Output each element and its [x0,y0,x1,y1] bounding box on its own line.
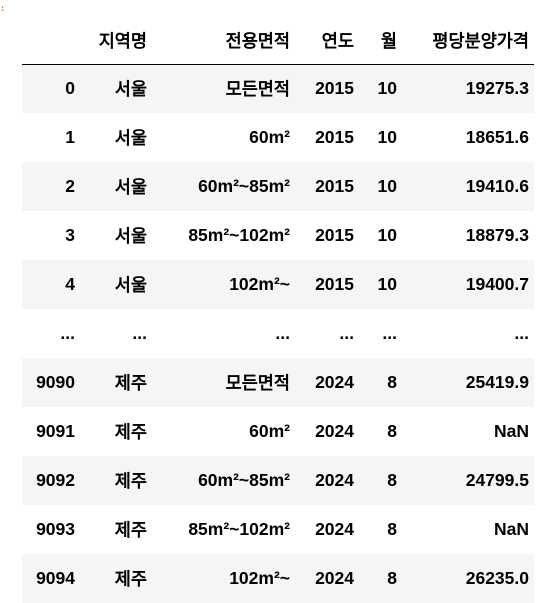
table-row: 9094 제주 102m²~ 2024 8 26235.0 [22,554,534,603]
cell-year: 2024 [315,372,354,392]
cell-year: 2024 [315,568,354,588]
cell-price: 19410.6 [465,176,529,196]
table-row: 4 서울 102m²~ 2015 10 19400.7 [22,260,534,309]
row-index: ... [60,323,75,343]
cell-region: 제주 [114,569,147,589]
cell-price: 19275.3 [465,78,529,99]
row-index: 9093 [36,519,75,539]
cell-year: 2024 [315,421,354,441]
table-row: 9093 제주 85m²~102m² 2024 8 NaN [22,505,534,554]
dataframe-table: 지역명 전용면적 연도 월 평당분양가격 0 서울 모든면적 2015 10 1… [22,17,534,603]
cell-month: 10 [377,176,397,196]
row-index: 3 [65,225,75,245]
cell-year: 2015 [315,127,354,147]
cell-month: 8 [387,470,397,490]
cell-region: 제주 [114,373,147,393]
table-row: 9091 제주 60m² 2024 8 NaN [22,407,534,456]
dataframe-body: 0 서울 모든면적 2015 10 19275.3 1 서울 60m² 2015… [22,64,534,603]
cell-month: 8 [387,421,397,441]
cell-area: 85m²~102m² [188,225,290,245]
column-header-region: 지역명 [98,30,147,51]
cell-price: 18879.3 [465,225,529,245]
cell-year: 2015 [315,225,354,245]
cell-month: 10 [377,78,397,99]
cell-region: 서울 [114,128,147,148]
column-header-month: 월 [380,30,397,51]
cell-price: NaN [493,519,529,539]
table-row: 9092 제주 60m²~85m² 2024 8 24799.5 [22,456,534,505]
cell-area: 102m²~ [229,274,290,294]
table-row: 2 서울 60m²~85m² 2015 10 19410.6 [22,162,534,211]
row-index: 4 [65,274,75,294]
cell-region: ... [132,323,147,343]
cell-area: 60m² [249,127,290,147]
cell-month: 10 [377,225,397,245]
column-header-year: 연도 [321,30,354,51]
table-row: 1 서울 60m² 2015 10 18651.6 [22,113,534,162]
cell-month: 8 [387,372,397,392]
cell-region: 제주 [114,520,147,540]
cell-month: 10 [377,127,397,147]
cell-year: 2015 [315,176,354,196]
column-header-area: 전용면적 [225,30,290,51]
cell-price: NaN [493,421,529,441]
cell-year: ... [339,323,354,343]
table-row: 3 서울 85m²~102m² 2015 10 18879.3 [22,211,534,260]
row-index: 9090 [36,372,75,392]
cell-price: 26235.0 [465,568,529,588]
cell-month: 8 [387,519,397,539]
cell-area: 모든면적 [225,79,290,100]
cell-area: ... [275,323,290,343]
header-row: 지역명 전용면적 연도 월 평당분양가격 [22,17,534,64]
table-row: 0 서울 모든면적 2015 10 19275.3 [22,64,534,113]
cell-month: 10 [377,274,397,294]
cell-price: ... [514,323,529,343]
row-index: 1 [65,127,75,147]
cell-area: 60m²~85m² [198,470,290,490]
cell-price: 18651.6 [465,127,529,147]
cell-region: 서울 [114,275,147,295]
cell-area: 60m² [249,421,290,441]
cell-region: 제주 [114,471,147,491]
dataframe-header: 지역명 전용면적 연도 월 평당분양가격 [22,17,534,64]
column-header-price: 평당분양가격 [432,30,529,51]
row-index: 9094 [36,568,75,588]
cell-year: 2015 [315,78,354,99]
ellipsis-row: ... ... ... ... ... ... [22,309,534,358]
row-index: 9092 [36,470,75,490]
cell-region: 서울 [114,226,147,246]
cell-price: 25419.9 [465,372,529,392]
index-column-header [22,17,80,64]
cell-area: 모든면적 [225,373,290,393]
cell-price: 19400.7 [465,274,529,294]
cell-year: 2015 [315,274,354,294]
cell-area: 85m²~102m² [188,519,290,539]
cell-month: ... [382,323,397,343]
cell-region: 서울 [114,177,147,197]
cell-year: 2024 [315,470,354,490]
row-index: 0 [65,78,75,99]
row-index: 2 [65,176,75,196]
cell-price: 24799.5 [465,470,529,490]
cell-output-marker: : [0,4,6,14]
table-row: 9090 제주 모든면적 2024 8 25419.9 [22,358,534,407]
cell-month: 8 [387,568,397,588]
cell-year: 2024 [315,519,354,539]
row-index: 9091 [36,421,75,441]
cell-region: 서울 [114,79,147,100]
cell-region: 제주 [114,422,147,442]
cell-area: 60m²~85m² [198,176,290,196]
cell-area: 102m²~ [229,568,290,588]
